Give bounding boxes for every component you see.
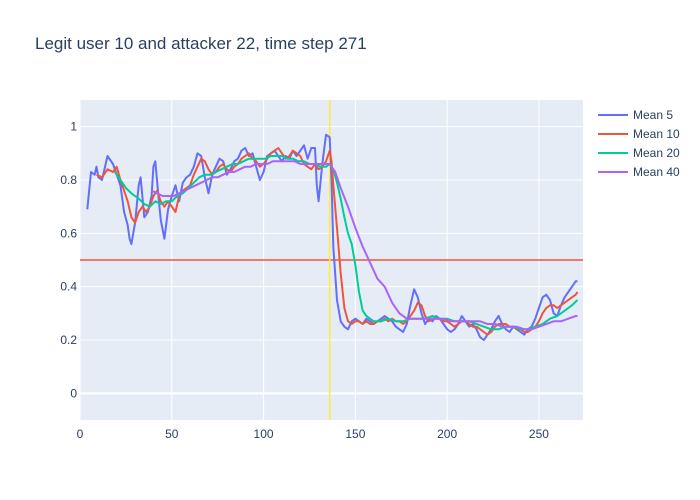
y-tick-label: 0: [70, 386, 77, 400]
legend-item[interactable]: Mean 5: [598, 108, 673, 122]
legend-label: Mean 40: [633, 165, 680, 179]
y-tick-label: 0.4: [60, 280, 77, 294]
series-line-1: [86, 133, 578, 341]
x-tick-label: 0: [77, 427, 84, 441]
series-line-4: [151, 160, 578, 331]
legend[interactable]: Mean 5 Mean 10 Mean 20 Mean 40: [598, 108, 680, 179]
legend-item[interactable]: Mean 40: [598, 165, 680, 179]
series-lines: [86, 133, 579, 341]
y-tick-label: 0.2: [60, 333, 77, 347]
x-tick-label: 50: [165, 427, 179, 441]
x-tick-label: 150: [345, 427, 365, 441]
legend-label: Mean 5: [633, 108, 673, 122]
y-tick-label: 0.8: [60, 173, 77, 187]
legend-label: Mean 10: [633, 127, 680, 141]
legend-label: Mean 20: [633, 146, 680, 160]
legend-item[interactable]: Mean 20: [598, 146, 680, 160]
x-tick-label: 100: [254, 427, 274, 441]
x-axis-ticks: 0 50 100 150 200 250: [77, 427, 550, 441]
x-tick-label: 250: [529, 427, 549, 441]
legend-item[interactable]: Mean 10: [598, 127, 680, 141]
x-tick-label: 200: [437, 427, 457, 441]
y-tick-label: 1: [70, 120, 77, 134]
chart-title: Legit user 10 and attacker 22, time step…: [35, 34, 367, 53]
y-tick-label: 0.6: [60, 226, 77, 240]
y-axis-ticks: 0 0.2 0.4 0.6 0.8 1: [60, 120, 77, 401]
